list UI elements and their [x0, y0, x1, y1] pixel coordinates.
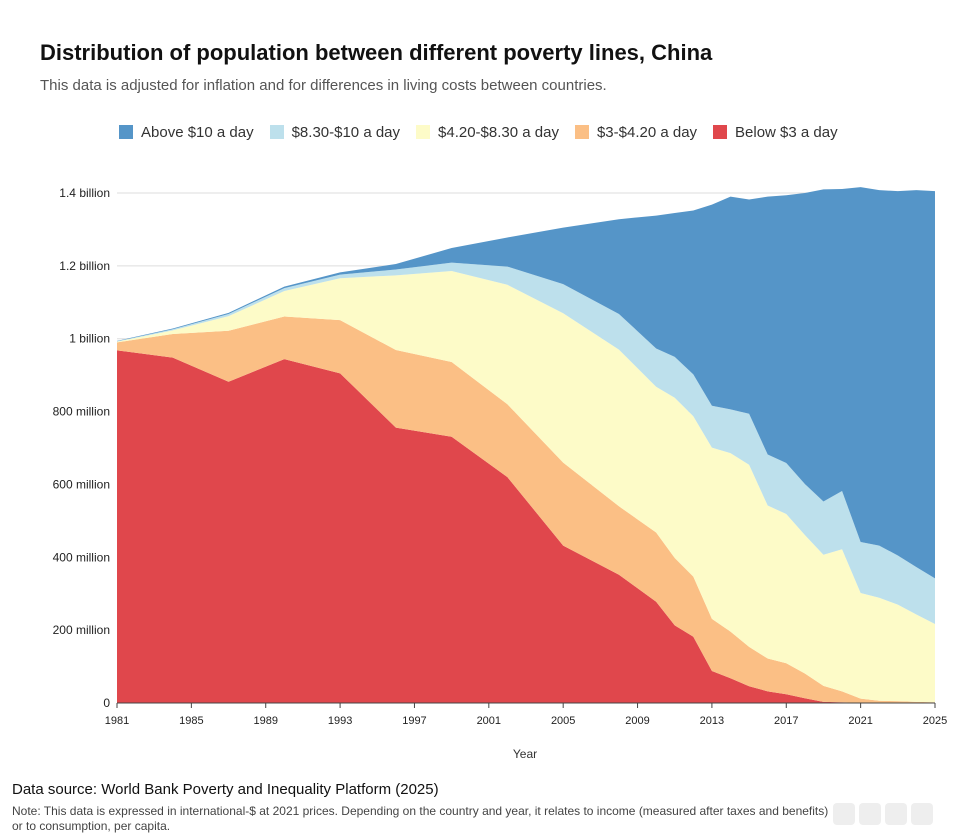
x-tick-label: 2021 [848, 715, 872, 727]
y-tick-label: 600 million [53, 477, 110, 491]
data-source: Data source: World Bank Poverty and Ineq… [12, 781, 439, 798]
legend-item[interactable]: Below $3 a day [713, 124, 838, 141]
x-tick-label: 2013 [700, 715, 724, 727]
x-tick-label: 2009 [625, 715, 649, 727]
x-tick-label: 1981 [105, 715, 129, 727]
legend-label: $3-$4.20 a day [596, 123, 698, 141]
x-tick-label: 1989 [253, 715, 277, 727]
legend-swatch [713, 125, 728, 139]
chart-title: Distribution of population between diffe… [40, 40, 713, 65]
legend-item[interactable]: $3-$4.20 a day [574, 123, 698, 141]
chart-plot: 0 200 million 400 million 600 million 800 mi… [53, 186, 948, 761]
y-tick-label: 1.2 billion [59, 259, 110, 273]
y-tick-label: 1.4 billion [59, 186, 110, 200]
legend-label: $8.30-$10 a day [291, 123, 401, 141]
y-tick-label: 1 billion [69, 332, 110, 346]
y-tick-label: 200 million [53, 623, 110, 637]
area-series [117, 270, 935, 703]
x-tick-label: 1997 [402, 715, 426, 727]
chart-legend: Above $10 a day $8.30-$10 a day $4.20-$8.3… [119, 122, 838, 142]
x-tick-label: 2025 [923, 715, 947, 727]
y-tick-label: 800 million [53, 405, 110, 419]
legend-item[interactable]: $4.20-$8.30 a day [416, 124, 559, 141]
legend-item[interactable]: $8.30-$10 a day [269, 123, 401, 141]
area-series [117, 316, 935, 703]
area-series [117, 187, 935, 579]
x-tick-label: 2017 [774, 715, 798, 727]
chart-subtitle: This data is adjusted for inflation and … [40, 77, 607, 94]
legend-item[interactable]: Above $10 a day [119, 124, 254, 141]
legend-label: $4.20-$8.30 a day [438, 123, 559, 141]
x-tick-label: 1985 [179, 715, 203, 727]
legend-label: Above $10 a day [141, 123, 254, 141]
legend-label: Below $3 a day [735, 123, 838, 141]
legend-swatch [119, 125, 133, 139]
y-tick-label: 400 million [53, 550, 110, 564]
legend-swatch [269, 125, 284, 139]
legend-swatch [416, 125, 431, 139]
x-axis-label: Year [513, 747, 537, 761]
legend-swatch [574, 125, 589, 139]
data-note: Note: This data is expressed in internat… [12, 804, 829, 833]
x-tick-label: 2001 [477, 715, 501, 727]
x-tick-label: 1993 [328, 715, 352, 727]
watermark-logo-icon [833, 800, 963, 828]
y-tick-label: 0 [103, 696, 110, 710]
x-tick-label: 2005 [551, 715, 575, 727]
area-series [117, 350, 935, 703]
